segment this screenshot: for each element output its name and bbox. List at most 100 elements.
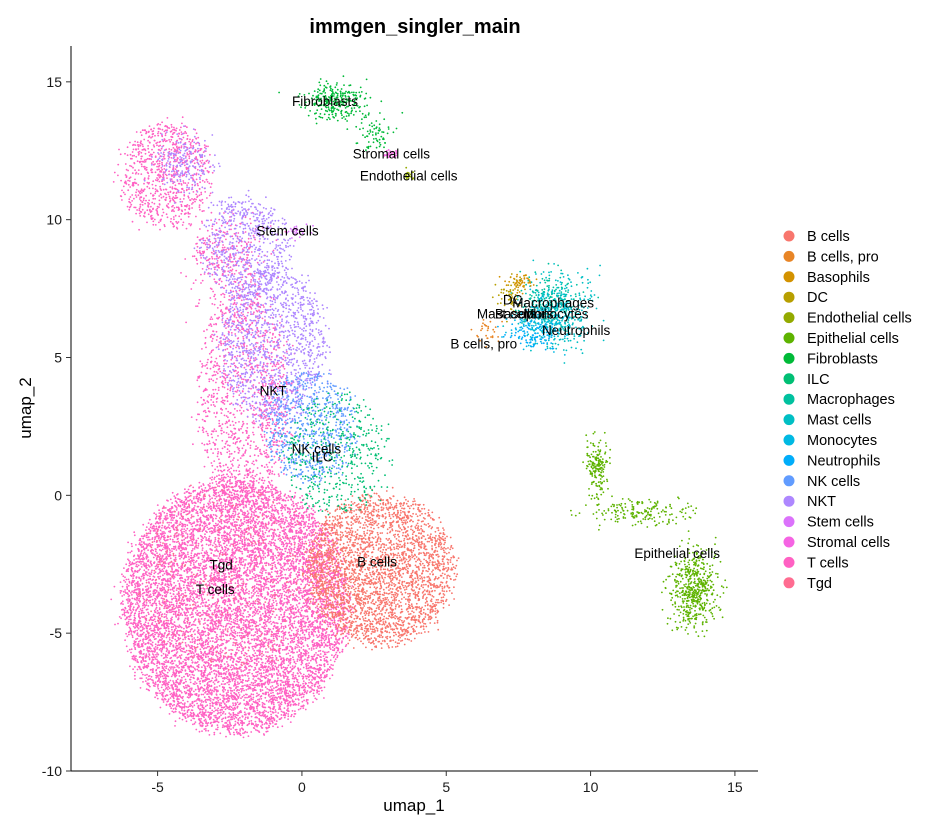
data-point: [133, 580, 136, 582]
data-point: [119, 592, 122, 594]
data-point: [282, 666, 285, 669]
data-point: [282, 576, 285, 579]
data-point: [139, 677, 142, 680]
data-point: [268, 614, 271, 617]
data-point: [192, 609, 194, 612]
data-point: [276, 699, 278, 701]
data-point: [204, 622, 207, 624]
data-point: [305, 665, 308, 668]
data-point: [236, 634, 239, 637]
data-point: [196, 702, 199, 705]
data-point: [253, 649, 256, 652]
data-point: [306, 534, 309, 537]
data-point: [199, 569, 202, 572]
data-point: [267, 523, 270, 526]
data-point: [296, 658, 299, 661]
data-point: [267, 711, 270, 714]
data-point: [293, 580, 295, 582]
data-point: [249, 518, 252, 520]
data-point: [245, 653, 248, 655]
data-point: [169, 679, 172, 682]
data-point: [203, 619, 206, 622]
data-point: [298, 692, 301, 695]
data-point: [152, 594, 155, 597]
data-point: [169, 588, 172, 591]
data-point: [162, 646, 164, 649]
data-point: [288, 586, 290, 589]
data-point: [169, 592, 172, 595]
data-point: [305, 510, 308, 512]
data-point: [305, 667, 308, 670]
data-point: [254, 652, 257, 654]
data-point: [165, 703, 168, 706]
data-point: [288, 660, 290, 663]
data-point: [219, 549, 222, 552]
data-point: [302, 677, 304, 680]
data-point: [289, 623, 292, 626]
data-point: [138, 640, 140, 643]
data-point: [256, 712, 258, 714]
data-point: [273, 544, 276, 547]
data-point: [234, 682, 237, 684]
data-point: [230, 709, 233, 711]
data-point: [175, 640, 178, 643]
data-point: [275, 720, 278, 722]
data-point: [121, 595, 124, 597]
data-point: [174, 496, 177, 499]
data-point: [232, 608, 235, 611]
data-point: [259, 616, 262, 618]
data-point: [222, 668, 225, 671]
data-point: [219, 667, 222, 670]
data-point: [277, 696, 280, 698]
data-point: [204, 634, 207, 637]
data-point: [175, 708, 177, 711]
data-point: [268, 540, 271, 543]
data-point: [173, 536, 176, 539]
data-point: [120, 602, 122, 605]
data-point: [250, 596, 253, 599]
data-point: [240, 518, 243, 521]
data-point: [172, 668, 175, 670]
data-point: [289, 657, 292, 660]
data-point: [312, 509, 315, 512]
data-point: [275, 614, 278, 616]
data-point: [178, 566, 180, 569]
data-point: [209, 530, 211, 533]
data-point: [243, 477, 246, 479]
data-point: [172, 586, 175, 589]
data-point: [231, 501, 234, 504]
data-point: [194, 721, 197, 723]
data-point: [283, 662, 285, 665]
data-point: [238, 625, 241, 628]
data-point: [184, 547, 187, 549]
data-point: [235, 677, 238, 679]
data-point: [140, 575, 143, 578]
data-point: [267, 515, 270, 517]
data-point: [233, 625, 236, 628]
data-point: [202, 647, 205, 650]
data-point: [216, 633, 218, 636]
data-point: [158, 577, 161, 580]
data-point: [282, 626, 285, 628]
data-point: [209, 626, 212, 628]
data-point: [308, 541, 311, 544]
data-point: [184, 638, 187, 640]
data-point: [244, 563, 247, 565]
data-point: [230, 491, 233, 494]
data-point: [164, 553, 166, 556]
data-point: [220, 663, 222, 666]
data-point: [208, 495, 211, 498]
data-point: [196, 643, 199, 646]
data-point: [184, 591, 187, 594]
data-point: [233, 629, 236, 632]
data-point: [261, 661, 264, 664]
data-point: [158, 539, 161, 542]
data-point: [193, 496, 195, 498]
data-point: [310, 647, 313, 649]
data-point: [304, 540, 307, 543]
data-point: [252, 610, 255, 613]
data-point: [204, 655, 207, 658]
data-point: [181, 608, 184, 611]
data-point: [140, 558, 143, 560]
data-point: [191, 600, 194, 602]
